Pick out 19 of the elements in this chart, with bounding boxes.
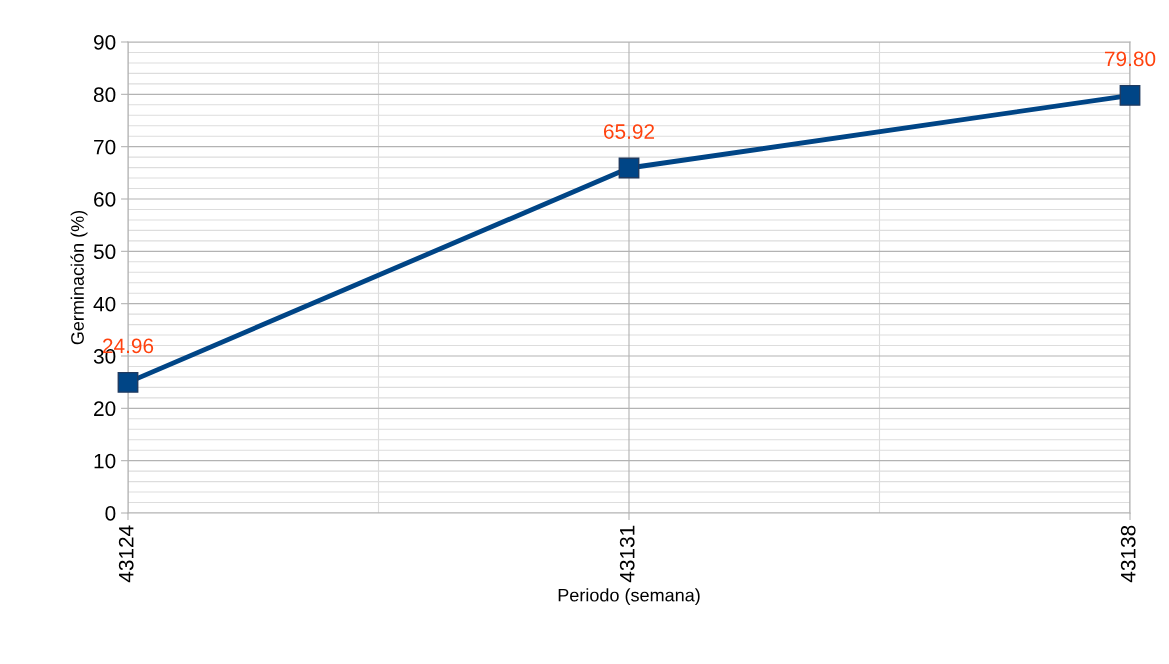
y-tick-label: 50 [93, 244, 116, 260]
y-tick-label: 40 [93, 296, 116, 312]
x-tick-label: 43138 [1120, 525, 1136, 583]
y-tick-label: 20 [94, 401, 116, 417]
y-tick-label: 0 [105, 506, 116, 521]
y-axis-title: Germinación (%) [70, 210, 88, 345]
y-tick-label: 10 [94, 453, 116, 469]
data-label: 79.80 [1105, 51, 1156, 67]
data-label: 65.92 [603, 124, 655, 139]
x-axis-title: Periodo (semana) [558, 588, 700, 606]
x-tick-label: 43131 [619, 525, 635, 583]
point [1119, 84, 1141, 106]
y-tick-label: 70 [94, 139, 116, 155]
point [117, 371, 139, 393]
x-tick-label: 43124 [118, 525, 134, 583]
y-tick-label: 80 [93, 87, 116, 103]
y-tick-label: 90 [94, 35, 116, 50]
point [618, 157, 640, 179]
y-tick-label: 60 [94, 192, 116, 207]
